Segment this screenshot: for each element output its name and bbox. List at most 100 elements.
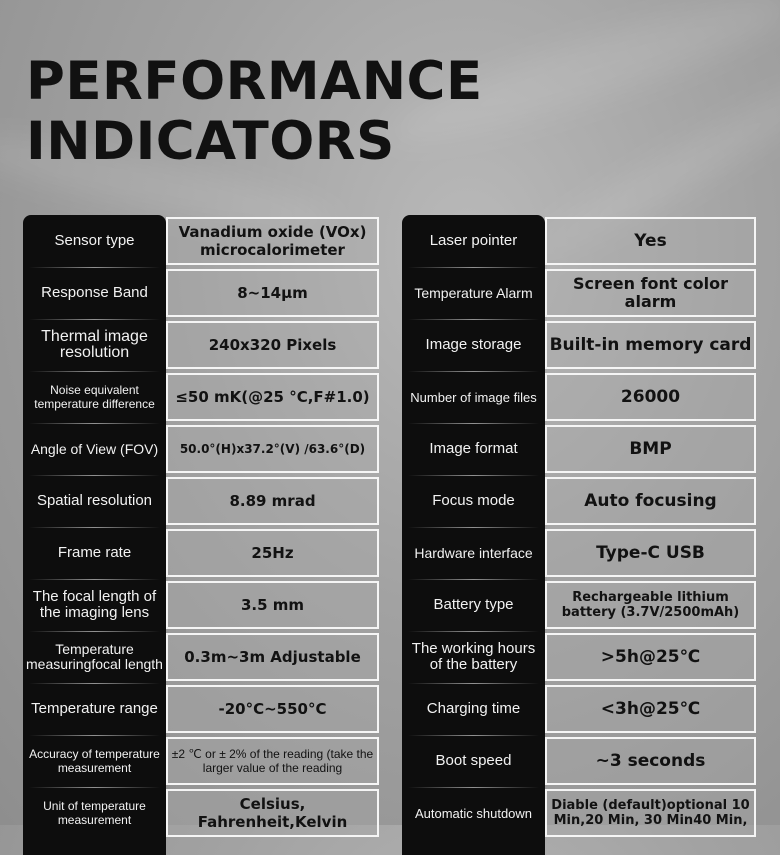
- title-line-1: PERFORMANCE: [26, 51, 483, 112]
- spec-label: Spatial resolution: [36, 492, 153, 509]
- spec-row-battery-type: Battery type Rechargeable lithium batter…: [402, 581, 756, 632]
- spec-row-response-band: Response Band 8~14μm: [23, 269, 379, 320]
- spec-row-measuring-distance: Temperature measuringfocal length 0.3m~3…: [23, 633, 379, 684]
- spec-value: Yes: [545, 217, 756, 265]
- spec-row-charging-time: Charging time <3h@25℃: [402, 685, 756, 736]
- spec-value: Diable (default)optional 10 Min,20 Min, …: [545, 789, 756, 837]
- row-divider: [408, 683, 539, 684]
- spec-value: -20°C~550°C: [166, 685, 379, 733]
- spec-row-image-storage: Image storage Built-in memory card: [402, 321, 756, 372]
- spec-row-hardware-interface: Hardware interface Type-C USB: [402, 529, 756, 580]
- spec-row-thermal-resolution: Thermal image resolution 240x320 Pixels: [23, 321, 379, 372]
- page-title: PERFORMANCE INDICATORS: [26, 52, 483, 172]
- spec-value: Type-C USB: [545, 529, 756, 577]
- spec-value: BMP: [545, 425, 756, 473]
- spec-row-spatial-resolution: Spatial resolution 8.89 mrad: [23, 477, 379, 528]
- spec-label: Temperature range: [31, 700, 158, 717]
- spec-label: Sensor type: [54, 232, 135, 249]
- spec-label: Focus mode: [432, 492, 515, 509]
- right-spec-table: Laser pointer Yes Temperature Alarm Scre…: [402, 215, 756, 855]
- spec-value: 8.89 mrad: [166, 477, 379, 525]
- row-divider: [408, 527, 539, 528]
- spec-row-laser-pointer: Laser pointer Yes: [402, 217, 756, 268]
- spec-label: Temperature Alarm: [414, 284, 533, 301]
- spec-row-accuracy: Accuracy of temperature measurement ±2 ℃…: [23, 737, 379, 788]
- spec-label: Laser pointer: [429, 232, 518, 249]
- spec-label: Number of image files: [410, 389, 537, 405]
- row-divider: [408, 475, 539, 476]
- spec-label: Boot speed: [435, 752, 512, 769]
- row-divider: [408, 371, 539, 372]
- spec-row-image-files: Number of image files 26000: [402, 373, 756, 424]
- row-divider: [29, 735, 160, 736]
- row-divider: [29, 267, 160, 268]
- row-divider: [408, 631, 539, 632]
- row-divider: [29, 683, 160, 684]
- spec-row-fov: Angle of View (FOV) 50.0°(H)x37.2°(V) /6…: [23, 425, 379, 476]
- spec-label: Noise equivalent temperature difference: [34, 383, 155, 411]
- title-line-2: INDICATORS: [26, 111, 395, 172]
- spec-label: Battery type: [433, 596, 514, 613]
- spec-label: Accuracy of temperature measurement: [29, 747, 160, 775]
- spec-row-sensor-type: Sensor type Vanadium oxide (VOx) microca…: [23, 217, 379, 268]
- spec-row-boot-speed: Boot speed ~3 seconds: [402, 737, 756, 788]
- label-column: [23, 215, 166, 855]
- row-divider: [408, 787, 539, 788]
- spec-row-focal-length: The focal length of the imaging lens 3.5…: [23, 581, 379, 632]
- spec-value: <3h@25℃: [545, 685, 756, 733]
- spec-value: ≤50 mK(@25 °C,F#1.0): [166, 373, 379, 421]
- row-divider: [29, 787, 160, 788]
- spec-row-focus-mode: Focus mode Auto focusing: [402, 477, 756, 528]
- spec-label: Response Band: [41, 284, 148, 301]
- spec-value: Auto focusing: [545, 477, 756, 525]
- spec-value: >5h@25℃: [545, 633, 756, 681]
- spec-row-battery-hours: The working hours of the battery >5h@25℃: [402, 633, 756, 684]
- spec-label: Thermal image resolution: [41, 328, 148, 361]
- spec-value: Celsius, Fahrenheit,Kelvin: [166, 789, 379, 837]
- spec-value: 3.5 mm: [166, 581, 379, 629]
- row-divider: [29, 527, 160, 528]
- row-divider: [29, 579, 160, 580]
- row-divider: [408, 423, 539, 424]
- spec-label: Charging time: [426, 700, 521, 717]
- spec-label: Unit of temperature measurement: [43, 799, 146, 827]
- spec-row-temperature-unit: Unit of temperature measurement Celsius,…: [23, 789, 379, 837]
- spec-value: Vanadium oxide (VOx) microcalorimeter: [166, 217, 379, 265]
- spec-label: Temperature measuringfocal length: [26, 641, 163, 672]
- row-divider: [29, 475, 160, 476]
- spec-value: Built-in memory card: [545, 321, 756, 369]
- row-divider: [29, 319, 160, 320]
- spec-value: Screen font color alarm: [545, 269, 756, 317]
- spec-label: The focal length of the imaging lens: [32, 588, 157, 621]
- spec-row-netd: Noise equivalent temperature difference …: [23, 373, 379, 424]
- spec-value: Rechargeable lithium battery (3.7V/2500m…: [545, 581, 756, 629]
- spec-value: ±2 ℃ or ± 2% of the reading (take the la…: [166, 737, 379, 785]
- spec-value: ~3 seconds: [545, 737, 756, 785]
- left-spec-table: Sensor type Vanadium oxide (VOx) microca…: [23, 215, 379, 855]
- row-divider: [408, 267, 539, 268]
- spec-value: 50.0°(H)x37.2°(V) /63.6°(D): [166, 425, 379, 473]
- row-divider: [29, 631, 160, 632]
- spec-value: 240x320 Pixels: [166, 321, 379, 369]
- spec-value: 26000: [545, 373, 756, 421]
- spec-label: Angle of View (FOV): [30, 440, 159, 457]
- label-column: [402, 215, 545, 855]
- spec-label: Frame rate: [57, 544, 132, 561]
- spec-row-image-format: Image format BMP: [402, 425, 756, 476]
- spec-label: The working hours of the battery: [411, 640, 536, 673]
- row-divider: [29, 423, 160, 424]
- row-divider: [408, 579, 539, 580]
- spec-row-temperature-range: Temperature range -20°C~550°C: [23, 685, 379, 736]
- row-divider: [29, 371, 160, 372]
- spec-value: 25Hz: [166, 529, 379, 577]
- spec-row-automatic-shutdown: Automatic shutdown Diable (default)optio…: [402, 789, 756, 837]
- spec-row-frame-rate: Frame rate 25Hz: [23, 529, 379, 580]
- row-divider: [408, 319, 539, 320]
- spec-row-temperature-alarm: Temperature Alarm Screen font color alar…: [402, 269, 756, 320]
- spec-value: 8~14μm: [166, 269, 379, 317]
- spec-label: Automatic shutdown: [414, 805, 533, 821]
- spec-label: Hardware interface: [414, 544, 533, 561]
- spec-label: Image format: [429, 440, 518, 457]
- row-divider: [408, 735, 539, 736]
- spec-value: 0.3m~3m Adjustable: [166, 633, 379, 681]
